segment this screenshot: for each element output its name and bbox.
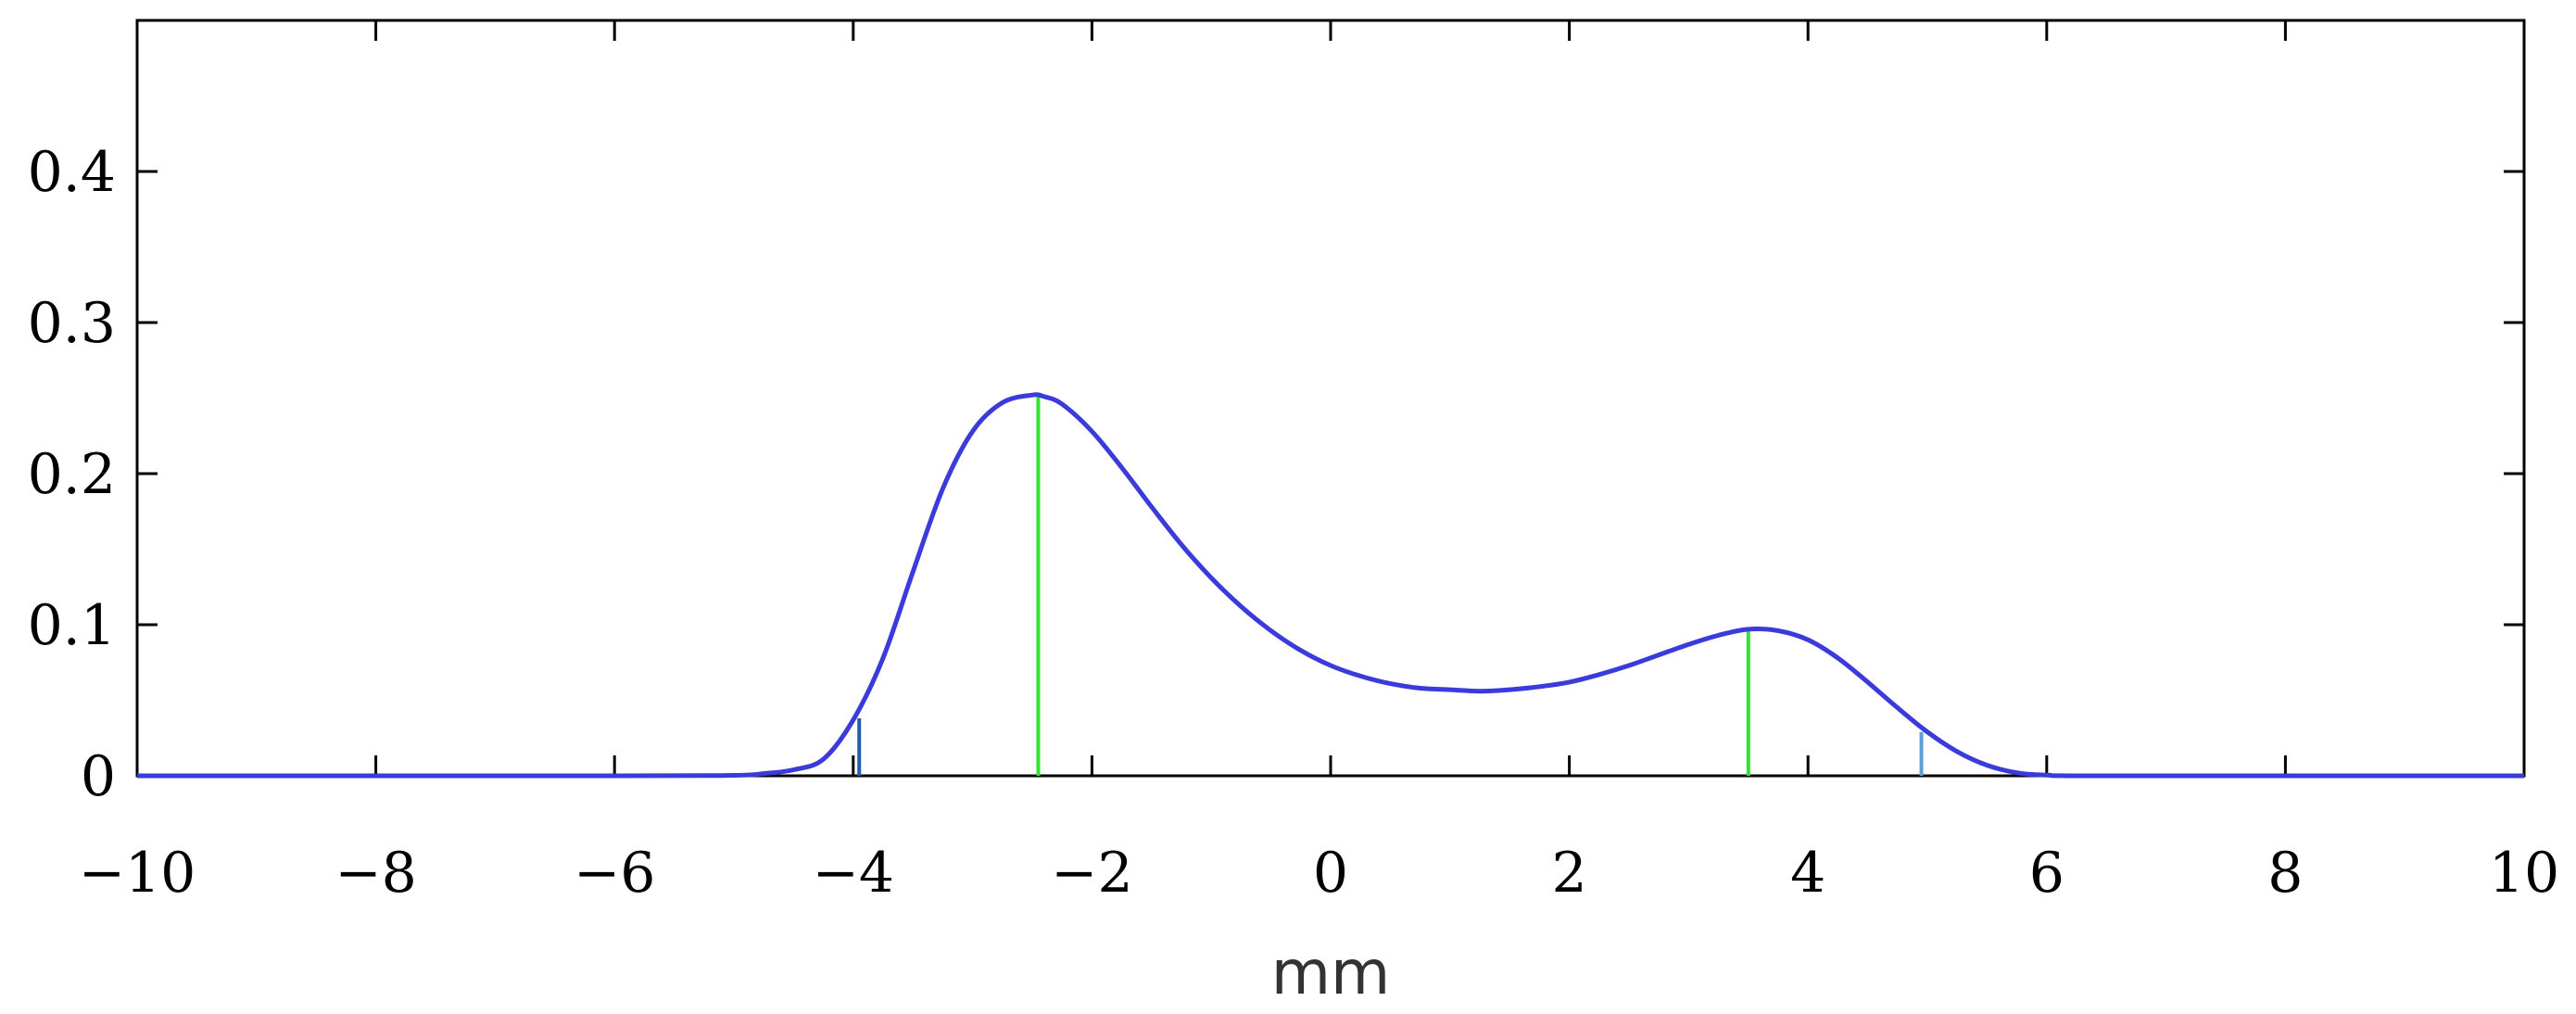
x-tick-label: −6 bbox=[574, 841, 655, 906]
y-tick-labels: 0 0.1 0.2 0.3 0.4 bbox=[28, 140, 116, 809]
series bbox=[136, 392, 2525, 779]
x-tick-label: 6 bbox=[2029, 841, 2065, 906]
y-tick-label: 0.4 bbox=[28, 140, 116, 205]
y-tick-label: 0.3 bbox=[28, 291, 116, 356]
plot-frame bbox=[135, 19, 2526, 778]
y-tick-label: 0.1 bbox=[28, 593, 116, 658]
y-ticks bbox=[137, 170, 2524, 778]
x-tick-label: 2 bbox=[1552, 841, 1587, 906]
x-tick-label: 10 bbox=[2489, 841, 2559, 906]
x-tick-labels: −10 −8 −6 −4 −2 0 2 4 6 8 10 bbox=[79, 841, 2559, 906]
y-tick-label: 0.2 bbox=[28, 442, 116, 507]
x-tick-label: −4 bbox=[813, 841, 894, 906]
x-tick-label: −8 bbox=[335, 841, 416, 906]
marker-lines bbox=[857, 396, 1924, 776]
x-tick-label: 8 bbox=[2267, 841, 2303, 906]
x-tick-label: 4 bbox=[1790, 841, 1825, 906]
x-ticks bbox=[135, 20, 2526, 776]
x-tick-label: −2 bbox=[1051, 841, 1132, 906]
x-tick-label: 0 bbox=[1313, 841, 1348, 906]
series-line bbox=[136, 392, 2525, 779]
y-tick-label: 0 bbox=[81, 744, 116, 809]
x-axis-label: mm bbox=[1271, 937, 1391, 1008]
x-tick-label: −10 bbox=[79, 841, 196, 906]
